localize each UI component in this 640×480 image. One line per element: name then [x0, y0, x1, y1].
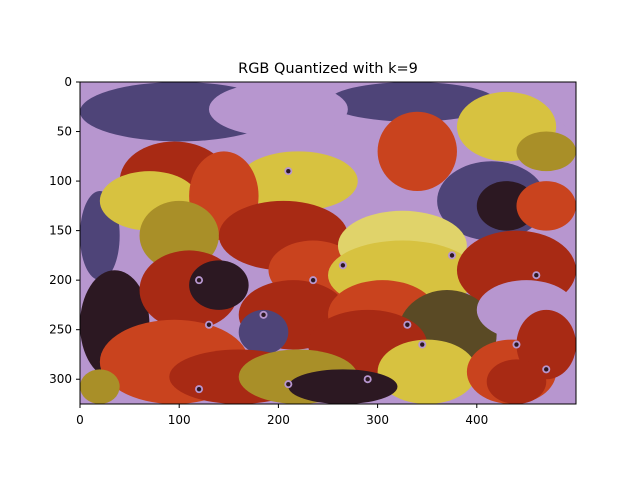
x-tick-label: 0 [76, 413, 84, 427]
quantized-region-slate_purple [328, 82, 497, 122]
x-tick-label: 300 [366, 413, 389, 427]
x-tick-label: 100 [168, 413, 191, 427]
fish-pupil [405, 322, 410, 327]
quantized-region-olive [516, 131, 576, 172]
fish-pupil [286, 168, 291, 174]
quantized-region-orange_red [377, 111, 457, 191]
image-area [80, 82, 576, 404]
axes-frame [79, 81, 577, 405]
fish-pupil [261, 312, 266, 318]
quantized-region-slate_purple [238, 309, 289, 355]
quantized-region-red [516, 309, 576, 380]
x-tick-label: 200 [267, 413, 290, 427]
fish-pupil [544, 367, 549, 372]
quantized-region-yellow [238, 151, 358, 211]
y-tick-label: 100 [49, 174, 72, 188]
y-tick-label: 250 [49, 323, 72, 337]
fish-pupil [420, 342, 425, 347]
fish-pupil [514, 342, 519, 347]
fish-pupil [449, 253, 455, 258]
fish-pupil [206, 322, 212, 327]
x-tick-label: 400 [465, 413, 488, 427]
y-tick-label: 50 [57, 125, 72, 139]
y-axis-ticks: 0 50 100 150 200 250 300 [49, 75, 80, 386]
quantized-region-olive [80, 369, 120, 404]
quantized-region-lavender [208, 82, 348, 137]
y-tick-label: 150 [49, 224, 72, 238]
fish-pupil [365, 377, 370, 382]
quantized-region-red [486, 359, 547, 404]
fish-pupil [534, 273, 539, 278]
chart-title: RGB Quantized with k=9 [238, 61, 418, 77]
fish-pupil [340, 263, 346, 268]
y-tick-label: 300 [49, 372, 72, 386]
quantized-region-orange_red [516, 181, 576, 231]
fish-pupil [286, 381, 291, 387]
x-axis-ticks: 0 100 200 300 400 [76, 404, 488, 427]
quantized-region-yellow [377, 339, 477, 404]
y-tick-label: 0 [64, 75, 72, 89]
quantized-region-dark_maroon [288, 369, 398, 404]
fish-pupil [310, 277, 316, 283]
fish-pupil [196, 277, 202, 283]
fish-pupil [196, 386, 202, 392]
quantized-region-dark_maroon [189, 260, 249, 310]
y-tick-label: 200 [49, 273, 72, 287]
